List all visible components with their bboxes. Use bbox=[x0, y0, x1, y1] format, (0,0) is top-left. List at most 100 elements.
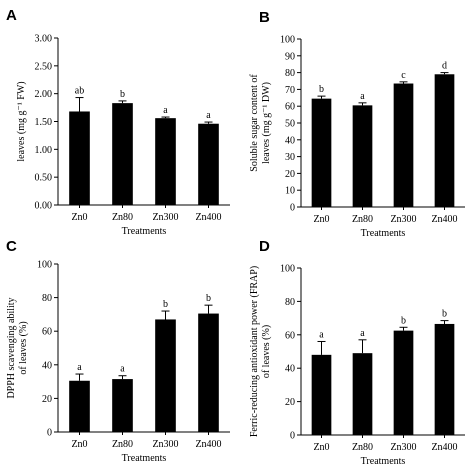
panel-d: D 0 20 40 60 80 100 a Zn0 a Zn80 b Zn300 b Zn400 Treatm… bbox=[237, 237, 474, 474]
bar bbox=[434, 323, 455, 435]
y-tick-label: 1.50 bbox=[35, 117, 53, 128]
x-axis-title: Treatments bbox=[122, 453, 167, 464]
y-axis-title: of leaves (%) bbox=[261, 325, 272, 378]
panel-letter: C bbox=[6, 238, 17, 255]
bar bbox=[352, 105, 373, 207]
y-tick-label: 60 bbox=[285, 102, 295, 113]
bar bbox=[198, 313, 219, 432]
x-tick-label: Zn0 bbox=[71, 212, 87, 223]
y-tick-label: 0 bbox=[47, 428, 52, 439]
y-axis-title: of leaves (%) bbox=[18, 321, 29, 374]
y-tick-label: 100 bbox=[280, 35, 295, 46]
panel-c: C 0 20 40 60 80 100 a Zn0 a Zn80 b Zn300 b Zn400 Treatm… bbox=[0, 237, 237, 474]
bar bbox=[311, 354, 332, 435]
significance-label: a bbox=[206, 110, 211, 121]
x-tick-label: Zn400 bbox=[431, 442, 457, 453]
significance-label: b bbox=[163, 299, 168, 310]
x-tick-label: Zn400 bbox=[195, 439, 221, 450]
significance-label: b bbox=[120, 89, 125, 100]
x-tick-label: Zn0 bbox=[71, 439, 87, 450]
bar bbox=[352, 353, 373, 435]
bar bbox=[198, 123, 219, 205]
x-tick-label: Zn300 bbox=[390, 442, 416, 453]
x-tick-label: Zn80 bbox=[352, 214, 373, 225]
chart-c: C 0 20 40 60 80 100 a Zn0 a Zn80 b Zn300 b Zn400 Treatm… bbox=[6, 238, 230, 464]
bar bbox=[69, 380, 90, 432]
bar bbox=[112, 103, 133, 205]
y-tick-label: 50 bbox=[285, 119, 295, 130]
significance-label: a bbox=[120, 364, 125, 375]
y-tick-label: 60 bbox=[42, 327, 52, 338]
y-tick-label: 0 bbox=[290, 431, 295, 442]
y-axis-title: DPPH scavenging ability bbox=[6, 297, 17, 398]
y-tick-label: 40 bbox=[42, 360, 52, 371]
y-tick-label: 0.50 bbox=[35, 173, 53, 184]
y-axis-title: Soluble sugar content of bbox=[249, 74, 260, 172]
y-tick-label: 60 bbox=[285, 330, 295, 341]
chart-b: B 0 10 20 30 40 50 60 70 80 90 100 b Zn0 a Zn80 c Zn300 d Z… bbox=[249, 9, 465, 239]
x-axis-title: Treatments bbox=[122, 226, 167, 237]
bar bbox=[434, 74, 455, 207]
bar bbox=[155, 319, 176, 432]
panel-letter: D bbox=[259, 238, 270, 255]
y-tick-label: 0 bbox=[290, 203, 295, 214]
bar bbox=[311, 98, 332, 207]
x-axis-title: Treatments bbox=[361, 228, 406, 239]
y-tick-label: 20 bbox=[285, 169, 295, 180]
y-tick-label: 3.00 bbox=[35, 34, 53, 45]
chart-d: D 0 20 40 60 80 100 a Zn0 a Zn80 b Zn300 b Zn400 Treatm… bbox=[249, 238, 465, 467]
x-tick-label: Zn300 bbox=[390, 214, 416, 225]
x-axis-title: Treatments bbox=[361, 456, 406, 467]
y-tick-label: 20 bbox=[42, 394, 52, 405]
bar bbox=[112, 379, 133, 432]
x-tick-label: Zn0 bbox=[313, 442, 329, 453]
y-tick-label: 30 bbox=[285, 152, 295, 163]
y-tick-label: 1.00 bbox=[35, 145, 53, 156]
panel-letter: A bbox=[6, 7, 17, 24]
x-tick-label: Zn400 bbox=[195, 212, 221, 223]
significance-label: a bbox=[319, 329, 324, 340]
y-tick-label: 0.00 bbox=[35, 201, 53, 212]
x-tick-label: Zn80 bbox=[352, 442, 373, 453]
bar bbox=[69, 111, 90, 205]
x-tick-label: Zn300 bbox=[152, 212, 178, 223]
significance-label: d bbox=[442, 61, 447, 72]
significance-label: a bbox=[360, 91, 365, 102]
significance-label: a bbox=[77, 362, 82, 373]
bar bbox=[155, 118, 176, 205]
panel-b: B 0 10 20 30 40 50 60 70 80 90 100 b Zn0 a Zn80 c Zn300 d Z… bbox=[237, 0, 474, 239]
y-tick-label: 20 bbox=[285, 397, 295, 408]
y-tick-label: 100 bbox=[280, 264, 295, 275]
panel-a: A 0.00 0.50 1.00 1.50 2.00 2.50 3.00 ab Zn0 b Zn80 a… bbox=[0, 0, 237, 237]
y-tick-label: 2.50 bbox=[35, 61, 53, 72]
bar bbox=[393, 330, 414, 435]
chart-a: A 0.00 0.50 1.00 1.50 2.00 2.50 3.00 ab Zn0 b Zn80 a… bbox=[6, 7, 230, 237]
panel-letter: B bbox=[259, 9, 270, 26]
x-tick-label: Zn0 bbox=[313, 214, 329, 225]
x-tick-label: Zn80 bbox=[112, 212, 133, 223]
y-tick-label: 100 bbox=[37, 260, 52, 271]
x-tick-label: Zn80 bbox=[112, 439, 133, 450]
y-tick-label: 80 bbox=[285, 68, 295, 79]
y-tick-label: 2.00 bbox=[35, 89, 53, 100]
significance-label: c bbox=[401, 70, 406, 81]
y-tick-label: 70 bbox=[285, 85, 295, 96]
bar bbox=[393, 83, 414, 207]
y-tick-label: 10 bbox=[285, 186, 295, 197]
x-tick-label: Zn300 bbox=[152, 439, 178, 450]
y-tick-label: 80 bbox=[285, 297, 295, 308]
significance-label: a bbox=[163, 105, 168, 116]
significance-label: b bbox=[319, 84, 324, 95]
y-tick-label: 90 bbox=[285, 51, 295, 62]
significance-label: b bbox=[401, 315, 406, 326]
significance-label: b bbox=[442, 309, 447, 320]
significance-label: b bbox=[206, 293, 211, 304]
y-tick-label: 40 bbox=[285, 364, 295, 375]
y-axis-title: Ferric-reducing antioxidant power (FRAP) bbox=[249, 266, 260, 437]
significance-label: a bbox=[360, 328, 365, 339]
y-axis-title: leaves (mg g⁻¹ DW) bbox=[261, 82, 272, 164]
x-tick-label: Zn400 bbox=[431, 214, 457, 225]
y-tick-label: 80 bbox=[42, 293, 52, 304]
y-axis-title: leaves (mg g⁻¹ FW) bbox=[16, 81, 27, 161]
